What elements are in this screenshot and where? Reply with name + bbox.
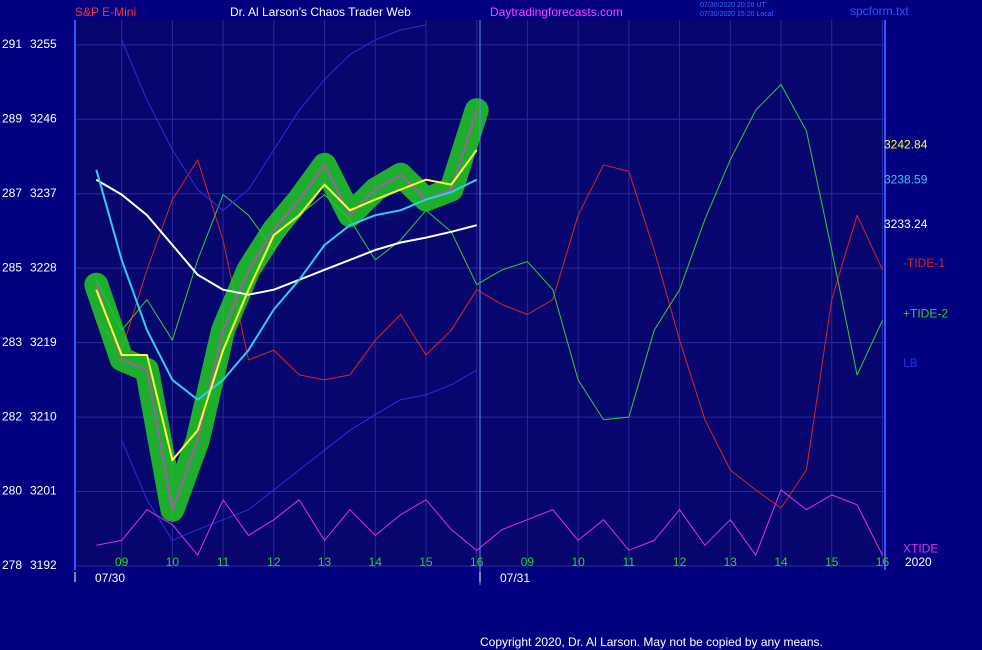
copyright: Copyright 2020, Dr. Al Larson. May not b… xyxy=(480,635,823,649)
series-line xyxy=(95,169,478,401)
series-line xyxy=(95,109,478,511)
chart-title: Dr. Al Larson's Chaos Trader Web xyxy=(230,5,411,19)
x-tick-label: 11 xyxy=(217,555,230,569)
left-axis-label: 289 xyxy=(2,111,22,125)
y-tick-label: 3210 xyxy=(30,409,57,423)
x-tick-label: 12 xyxy=(673,555,687,569)
x-tick-label: 15 xyxy=(825,555,839,569)
x-tick-label: 10 xyxy=(571,555,585,569)
year-label: 2020 xyxy=(905,555,932,569)
left-axis-label: 291 xyxy=(2,37,22,51)
x-tick-label: 14 xyxy=(369,555,383,569)
series-line xyxy=(95,178,477,296)
series-name: LB xyxy=(903,356,918,370)
x-tick-label: 16 xyxy=(876,555,890,569)
x-tick-label: 09 xyxy=(115,555,129,569)
x-tick-label: 12 xyxy=(267,555,281,569)
file-name: spcform.txt xyxy=(850,4,909,18)
x-tick-label: 11 xyxy=(623,555,636,569)
series-value-label: 3242.84 xyxy=(884,138,928,152)
series-line xyxy=(121,24,427,211)
series-line xyxy=(121,369,477,541)
timestamp: 07/30/2020 15:20 Local xyxy=(700,11,774,18)
date-label: 07/30 xyxy=(95,571,125,585)
x-tick-label: 10 xyxy=(166,555,180,569)
left-axis-label: 283 xyxy=(2,335,22,349)
left-axis-label: 278 xyxy=(2,558,22,572)
series-line xyxy=(95,159,883,509)
x-tick-label: 09 xyxy=(521,555,535,569)
left-axis-label: 282 xyxy=(2,409,22,423)
y-tick-label: 3228 xyxy=(30,260,57,274)
series-name: XTIDE xyxy=(903,541,938,555)
series-line xyxy=(95,149,478,462)
left-axis-label: 287 xyxy=(2,186,22,200)
series-line xyxy=(96,489,883,556)
series-line xyxy=(95,84,883,421)
x-tick-label: 13 xyxy=(724,555,738,569)
series-layer xyxy=(84,24,883,556)
instrument: S&P E-Mini xyxy=(75,5,136,19)
timestamp: 07/30/2020 20:20 UT xyxy=(700,2,766,9)
x-tick-label: 15 xyxy=(419,555,433,569)
series-name: -TIDE-1 xyxy=(903,256,945,270)
x-tick-label: 16 xyxy=(470,555,484,569)
x-tick-label: 14 xyxy=(774,555,788,569)
y-tick-label: 3192 xyxy=(30,558,57,572)
y-tick-label: 3237 xyxy=(30,186,57,200)
series-value-label: 3233.24 xyxy=(884,217,928,231)
series-name: +TIDE-2 xyxy=(903,306,948,320)
left-axis-label: 280 xyxy=(2,484,22,498)
y-tick-label: 3255 xyxy=(30,37,57,51)
x-tick-label: 13 xyxy=(318,555,332,569)
y-tick-label: 3201 xyxy=(30,484,57,498)
y-tick-label: 3246 xyxy=(30,111,57,125)
left-axis-label: 285 xyxy=(2,260,22,274)
series-value-label: 3238.59 xyxy=(884,173,928,187)
date-label: 07/31 xyxy=(500,571,530,585)
site: Daytradingforecasts.com xyxy=(490,5,623,19)
y-tick-label: 3219 xyxy=(30,335,57,349)
